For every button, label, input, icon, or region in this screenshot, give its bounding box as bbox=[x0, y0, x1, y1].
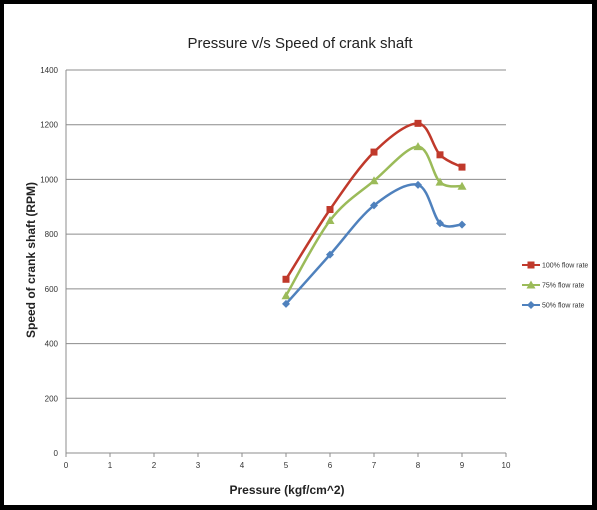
chart-title: Pressure v/s Speed of crank shaft bbox=[187, 35, 413, 52]
y-tick-label: 400 bbox=[45, 340, 59, 349]
y-tick-labels: 0 200 400 600 800 1000 1200 1400 bbox=[40, 66, 58, 458]
data-point bbox=[436, 219, 444, 228]
data-point bbox=[414, 119, 422, 127]
y-axis-title: Speed of crank shaft (RPM) bbox=[24, 182, 38, 338]
y-tick-label: 200 bbox=[45, 394, 59, 403]
x-tick-label: 8 bbox=[416, 461, 421, 470]
data-point bbox=[326, 250, 334, 259]
series-2 bbox=[282, 180, 466, 308]
data-point bbox=[369, 176, 379, 185]
x-tick-label: 2 bbox=[152, 461, 157, 470]
grid bbox=[66, 69, 506, 399]
series-1 bbox=[281, 142, 467, 300]
legend: 100% flow rate 75% flow rate 50% flow rate bbox=[522, 261, 588, 310]
x-tick-labels: 0 1 2 3 4 5 6 7 8 9 10 bbox=[64, 461, 511, 470]
y-tick-label: 1000 bbox=[40, 175, 58, 184]
x-axis-title: Pressure (kgf/cm^2) bbox=[229, 483, 344, 497]
data-point bbox=[457, 181, 467, 190]
x-tick-label: 4 bbox=[240, 461, 245, 470]
legend-marker bbox=[527, 301, 535, 309]
legend-marker bbox=[527, 261, 535, 269]
data-point bbox=[282, 275, 290, 283]
y-tick-label: 0 bbox=[54, 449, 59, 458]
x-tick-label: 0 bbox=[64, 461, 69, 470]
data-point bbox=[281, 291, 291, 300]
x-tick-label: 5 bbox=[284, 461, 289, 470]
legend-label: 100% flow rate bbox=[542, 263, 588, 270]
data-point bbox=[458, 163, 466, 171]
x-tick-label: 1 bbox=[108, 461, 113, 470]
legend-label: 75% flow rate bbox=[542, 283, 585, 290]
data-point bbox=[436, 151, 444, 159]
legend-label: 50% flow rate bbox=[542, 303, 585, 310]
series-layer bbox=[281, 119, 467, 308]
y-tick-label: 800 bbox=[45, 230, 59, 239]
data-point bbox=[413, 142, 423, 151]
data-point bbox=[370, 201, 378, 210]
data-point bbox=[458, 220, 466, 229]
data-point bbox=[370, 148, 378, 156]
x-tick-label: 3 bbox=[196, 461, 201, 470]
x-tick-label: 7 bbox=[372, 461, 377, 470]
axes bbox=[65, 70, 507, 457]
y-tick-label: 600 bbox=[45, 285, 59, 294]
x-tick-label: 10 bbox=[502, 461, 511, 470]
series-0 bbox=[282, 119, 466, 283]
data-point bbox=[414, 180, 422, 189]
y-tick-label: 1400 bbox=[40, 66, 58, 75]
data-point bbox=[435, 177, 445, 186]
data-point bbox=[282, 299, 290, 308]
y-tick-label: 1200 bbox=[40, 121, 58, 130]
legend-marker bbox=[526, 280, 536, 289]
data-point bbox=[326, 206, 334, 214]
x-tick-label: 9 bbox=[460, 461, 465, 470]
data-point bbox=[325, 215, 335, 224]
series-line bbox=[284, 122, 463, 280]
x-tick-label: 6 bbox=[328, 461, 333, 470]
